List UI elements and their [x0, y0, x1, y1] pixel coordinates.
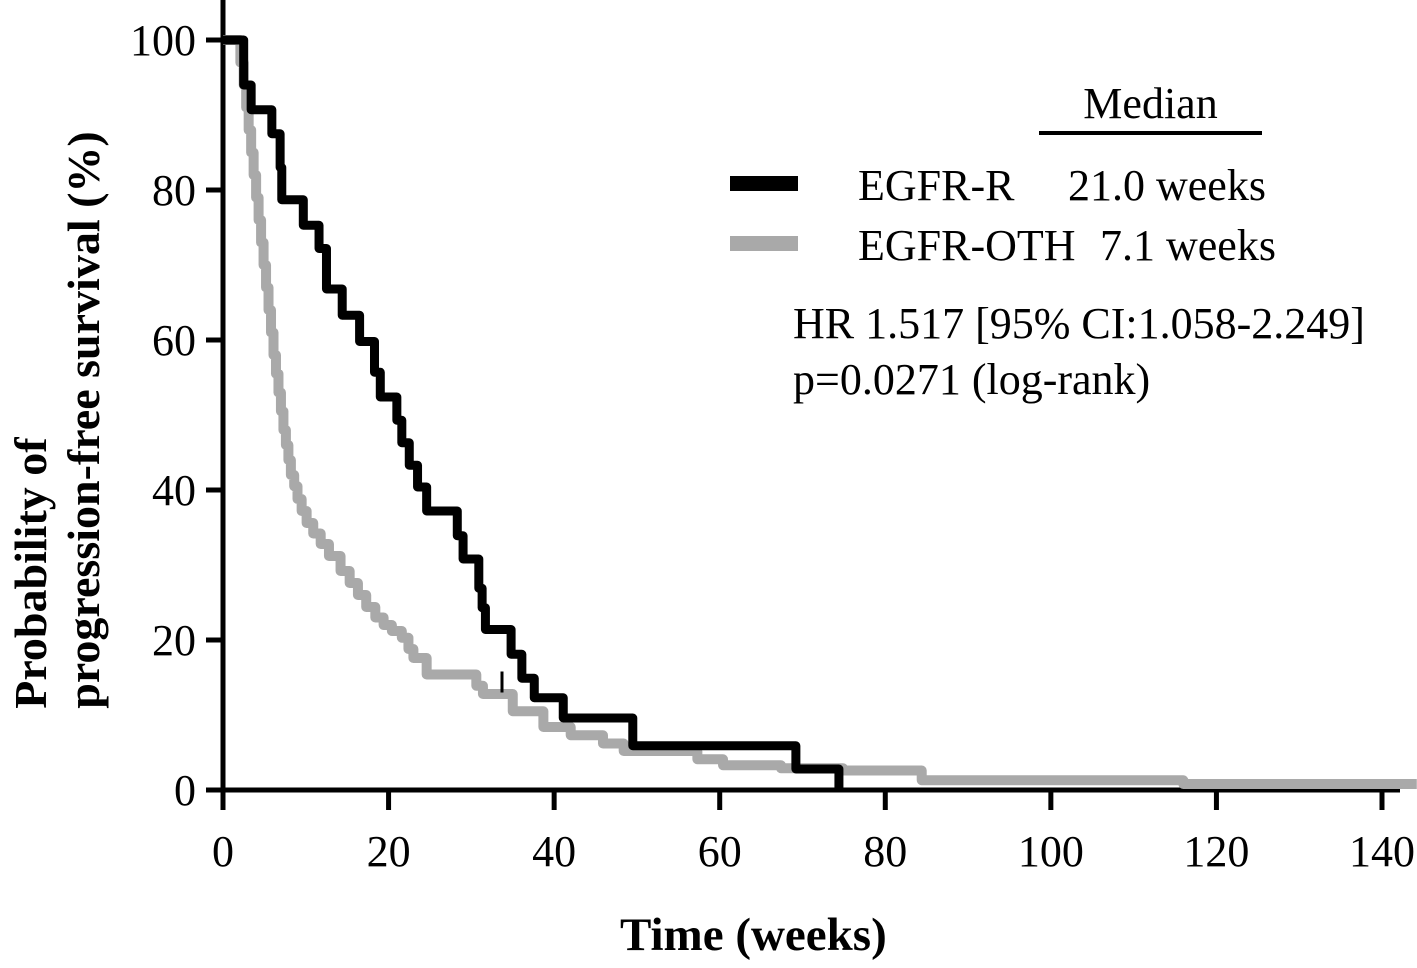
y-axis-title-line1: Probability of: [5, 437, 56, 709]
legend-label-egfr-r: EGFR-R: [858, 161, 1015, 210]
y-tick-label: 40: [152, 466, 196, 515]
legend-row-egfr-oth: EGFR-OTH 7.1 weeks: [0, 220, 1417, 270]
km-curve-egfr-r: [223, 35, 844, 790]
x-tick-label: 60: [698, 827, 742, 876]
x-tick-label: 80: [863, 827, 907, 876]
legend-median-egfr-r: 21.0 weeks: [1068, 161, 1266, 210]
y-tick-label: 60: [152, 316, 196, 365]
pvalue-text: p=0.0271 (log-rank): [793, 355, 1151, 404]
legend-median-egfr-oth: 7.1 weeks: [1100, 221, 1276, 270]
y-axis-title: Probability of progression-free survival…: [4, 131, 110, 709]
km-curve-egfr-oth: [223, 35, 1417, 789]
y-tick-label: 80: [152, 166, 196, 215]
x-tick-label: 140: [1349, 827, 1415, 876]
x-tick-label: 20: [367, 827, 411, 876]
x-axis-title: Time (weeks): [620, 909, 887, 961]
y-tick-label: 20: [152, 616, 196, 665]
legend-median-underline: [1039, 131, 1262, 135]
y-axis-title-line2: progression-free survival (%): [58, 131, 109, 709]
x-tick-label: 100: [1018, 827, 1084, 876]
egfr-r-line-swatch: [730, 176, 798, 191]
hazard-ratio-text: HR 1.517 [95% CI:1.058-2.249]: [793, 299, 1365, 348]
stats-annotation: HR 1.517 [95% CI:1.058-2.249] p=0.0271 (…: [793, 296, 1365, 408]
x-tick-label: 40: [532, 827, 576, 876]
legend-row-egfr-r: EGFR-R 21.0 weeks: [0, 160, 1417, 210]
x-tick-label: 0: [212, 827, 234, 876]
legend-label-egfr-oth: EGFR-OTH: [858, 221, 1076, 270]
y-tick-label: 100: [130, 16, 196, 65]
x-tick-label: 120: [1183, 827, 1249, 876]
egfr-oth-line-swatch: [730, 236, 798, 251]
y-tick-label: 0: [174, 766, 196, 815]
legend-median-header: Median: [1083, 79, 1218, 128]
